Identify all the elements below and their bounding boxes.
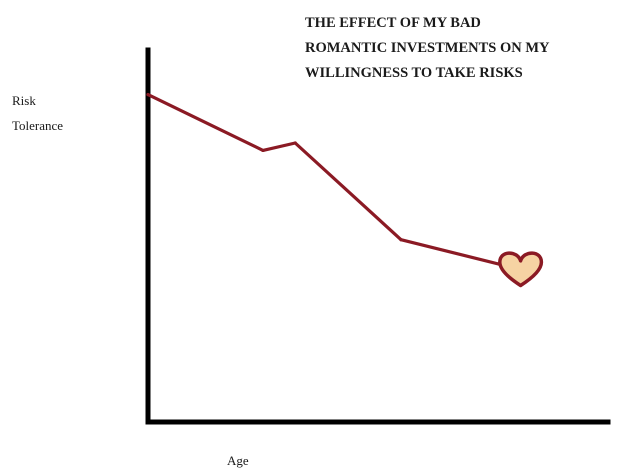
chart-title-line-1: THE EFFECT OF MY BAD (305, 15, 481, 31)
series-point-2 (293, 141, 297, 145)
y-axis-label-line-1: Risk (12, 93, 36, 108)
chart-title-line-3: WILLINGNESS TO TAKE RISKS (305, 65, 523, 81)
y-axis-label-line-2: Tolerance (12, 118, 63, 133)
series-point-3 (399, 238, 403, 242)
heart-icon (498, 251, 544, 288)
y-axis-label: Risk Tolerance (12, 93, 63, 133)
x-axis-label: Age (227, 453, 249, 468)
chart-title: THE EFFECT OF MY BAD ROMANTIC INVESTMENT… (305, 15, 550, 81)
series-point-0 (146, 93, 150, 97)
series-line (146, 92, 523, 272)
series-point-1 (261, 148, 265, 153)
chart-title-line-2: ROMANTIC INVESTMENTS ON MY (305, 40, 550, 56)
